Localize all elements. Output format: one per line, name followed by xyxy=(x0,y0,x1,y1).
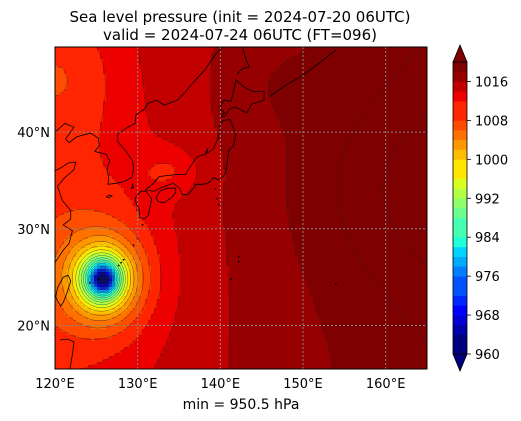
island-dot xyxy=(122,258,125,261)
latitude-tick-label: 20°N xyxy=(17,319,50,334)
coastline xyxy=(155,187,177,204)
colorbar-segment xyxy=(453,91,467,102)
latitude-ticks: 20°N 30°N 40°N xyxy=(17,126,50,334)
colorbar-tick-label: 976 xyxy=(475,270,500,285)
coastline xyxy=(55,47,224,185)
latitude-tick-label: 30°N xyxy=(17,223,50,238)
colorbar-segment xyxy=(453,266,467,277)
colorbar-tick-label: 1000 xyxy=(475,153,508,168)
pressure-field xyxy=(55,47,427,369)
colorbar-segment xyxy=(453,139,467,150)
island-dot xyxy=(132,244,135,247)
colorbar-segment xyxy=(453,285,467,296)
colorbar-over-extension xyxy=(452,43,468,63)
colorbar-segment xyxy=(453,188,467,199)
colorbar-frame xyxy=(452,61,468,355)
colorbar-segment xyxy=(453,246,467,257)
island-dot xyxy=(214,188,217,191)
colorbar-segment xyxy=(453,315,467,326)
colorbar-tick-label: 992 xyxy=(475,192,500,207)
chart-title-line1: Sea level pressure (init = 2024-07-20 06… xyxy=(69,8,410,26)
lat-lon-gridlines xyxy=(55,47,427,369)
colorbar-segment xyxy=(453,169,467,180)
colorbar-segment xyxy=(453,81,467,92)
colorbar-segment xyxy=(453,237,467,248)
colorbar: 960 968 976 984 992 1000 1008 1016 xyxy=(452,43,508,373)
colorbar-segment xyxy=(453,159,467,170)
colorbar-segment xyxy=(453,178,467,189)
colorbar-segment xyxy=(453,227,467,238)
coastline xyxy=(134,190,153,220)
longitude-tick-label: 150°E xyxy=(283,377,323,392)
island-dot xyxy=(88,282,91,284)
longitude-tick-label: 120°E xyxy=(35,377,75,392)
colorbar-segment xyxy=(453,208,467,219)
coastline xyxy=(130,182,134,190)
longitude-ticks: 120°E 130°E 140°E 150°E 160°E xyxy=(35,377,405,392)
island-dot xyxy=(335,283,337,286)
colorbar-segment xyxy=(453,276,467,287)
longitude-tick-label: 140°E xyxy=(201,377,241,392)
coastline xyxy=(144,119,237,196)
longitude-tick-label: 130°E xyxy=(118,377,158,392)
colorbar-tick-label: 1008 xyxy=(475,114,508,129)
coastline xyxy=(236,47,250,75)
isobar-contours xyxy=(55,47,427,369)
isobar-lines xyxy=(55,47,427,369)
pressure-map xyxy=(55,47,427,369)
colorbar-segment xyxy=(453,198,467,209)
map-frame xyxy=(54,46,428,370)
coastline xyxy=(269,49,337,97)
colorbar-segment xyxy=(453,149,467,160)
colorbar-tick-label: 1016 xyxy=(475,75,508,90)
colorbar-segment xyxy=(453,217,467,228)
colorbar-tick-label: 960 xyxy=(475,348,500,363)
island-dot xyxy=(237,255,240,258)
colorbar-segment xyxy=(453,62,467,73)
coastline xyxy=(205,148,209,154)
latitude-tick-label: 40°N xyxy=(17,126,50,141)
colorbar-segment xyxy=(453,256,467,267)
coastlines xyxy=(55,47,337,369)
colorbar-segment xyxy=(453,110,467,121)
island-dot xyxy=(216,197,218,200)
colorbar-segment xyxy=(453,71,467,82)
colorbar-tick-label: 984 xyxy=(475,231,500,246)
island-dot xyxy=(237,260,240,263)
island-dot xyxy=(230,278,232,280)
longitude-tick-label: 160°E xyxy=(366,377,406,392)
island-dot xyxy=(141,224,144,226)
coastline xyxy=(55,161,77,264)
coastline xyxy=(59,338,75,369)
coastline xyxy=(55,274,72,307)
island-dot xyxy=(97,278,100,280)
colorbar-segment xyxy=(453,295,467,306)
colorbar-segment xyxy=(453,305,467,316)
island-dot xyxy=(217,203,220,206)
colorbar-segment xyxy=(453,334,467,345)
minimum-pressure-label: min = 950.5 hPa xyxy=(183,397,300,413)
colorbar-segment xyxy=(453,344,467,355)
colorbar-segment xyxy=(453,324,467,335)
chart-title-line2: valid = 2024-07-24 06UTC (FT=096) xyxy=(103,26,377,44)
colorbar-tick-label: 968 xyxy=(475,309,500,324)
island-dot xyxy=(117,264,120,267)
colorbar-under-extension xyxy=(452,353,468,373)
island-dot xyxy=(120,261,123,264)
colorbar-segment xyxy=(453,130,467,141)
coastline xyxy=(106,194,113,199)
coastline xyxy=(219,79,265,117)
colorbar-segment xyxy=(453,120,467,131)
colorbar-segment xyxy=(453,100,467,111)
